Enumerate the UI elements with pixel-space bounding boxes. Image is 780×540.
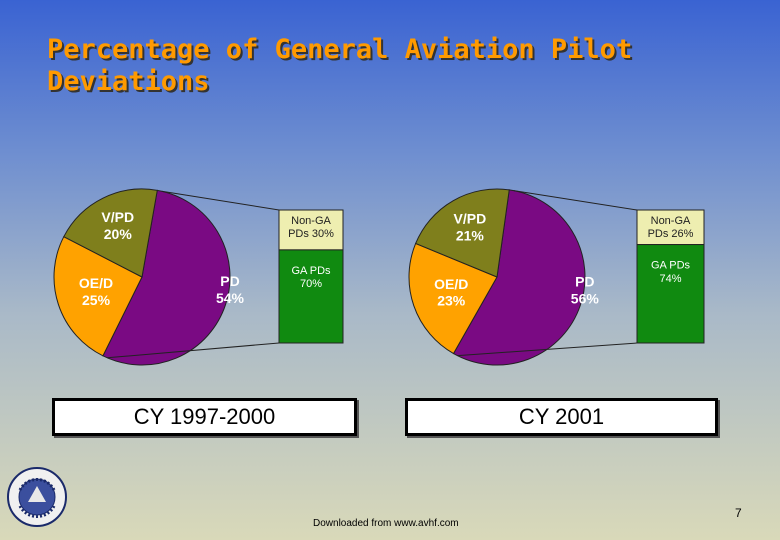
pie-slice-vpd	[414, 188, 510, 278]
bar-segment-non-ga-pds	[278, 209, 344, 251]
pie-slice-pd	[102, 189, 231, 366]
pie-slice-pd	[452, 189, 586, 366]
slice-label-vpd: V/PD 21%	[454, 211, 487, 244]
bar-label-non-ga-pds: Non-GA PDs 26%	[648, 215, 694, 240]
slice-label-oed: OE/D 23%	[434, 276, 468, 309]
slice-label-oed: OE/D 25%	[79, 275, 113, 308]
chart-1-title-box: CY 1997-2000	[52, 398, 357, 436]
bar-label-ga-pds: GA PDs 70%	[291, 265, 331, 290]
chart-1-title: CY 1997-2000	[133, 404, 276, 429]
pie-slice-oed	[53, 236, 143, 357]
bar-label-non-ga-pds: Non-GA PDs 30%	[288, 215, 334, 240]
chart-2-title-box: CY 2001	[405, 398, 718, 436]
chart-2-title: CY 2001	[518, 404, 605, 429]
connector-line-top	[513, 190, 638, 211]
bar-label-ga-pds: GA PDs 74%	[651, 260, 691, 285]
footer-source: Downloaded from www.avhf.com	[313, 518, 459, 529]
page-number: 7	[735, 506, 742, 520]
connector-line-bottom	[457, 342, 638, 357]
connector-line-bottom	[107, 342, 280, 359]
pie-slice-oed	[408, 242, 498, 355]
pie-slice-vpd	[63, 188, 158, 278]
bar-segment-non-ga-pds	[636, 209, 705, 246]
bar-segment-ga-pds	[278, 249, 344, 344]
slice-label-pd: PD 54%	[216, 273, 245, 306]
pie-chart-2	[408, 188, 586, 366]
slide-title: Percentage of General Aviation Pilot Dev…	[47, 34, 633, 97]
slice-label-vpd: V/PD 20%	[101, 209, 134, 242]
pie-chart-1	[53, 188, 231, 366]
bar-segment-ga-pds	[636, 244, 705, 344]
connector-line-top	[161, 190, 280, 211]
runway-safety-program-seal-icon	[7, 467, 67, 527]
slice-label-pd: PD 56%	[571, 274, 600, 307]
